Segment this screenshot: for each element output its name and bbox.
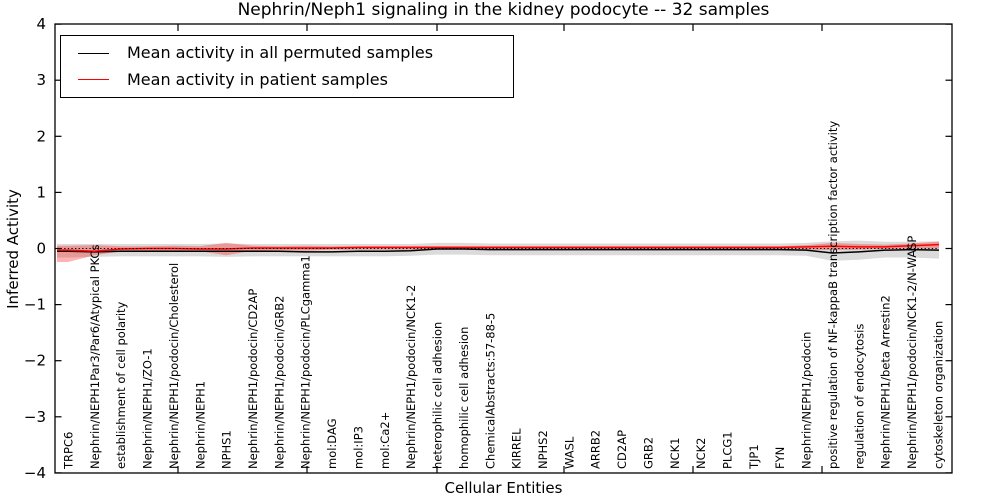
category-label: KIRREL — [510, 428, 524, 469]
category-label: NPHS2 — [536, 430, 550, 469]
category-label: Nephrin/NEPH1 — [193, 381, 207, 469]
permuted-mean-line — [57, 248, 939, 254]
permuted-confidence-band — [57, 240, 939, 261]
y-tick-label: 0 — [36, 240, 46, 258]
category-label: NPHS1 — [220, 430, 234, 469]
legend: Mean activity in all permuted samples Me… — [60, 35, 514, 98]
category-label: mol:IP3 — [351, 426, 365, 469]
category-label: regulation of endocytosis — [852, 324, 866, 469]
y-axis-label: Inferred Activity — [4, 189, 22, 309]
category-label: cytoskeleton organization — [931, 321, 945, 469]
category-label: Nephrin/NEPH1/podocin/CD2AP — [246, 289, 260, 469]
legend-entry-permuted: Mean activity in all permuted samples — [61, 44, 513, 62]
category-label: Nephrin/NEPH1/podocin/GRB2 — [272, 296, 286, 469]
category-label: Nephrin/NEPH1Par3/Par6/Atypical PKCs — [88, 245, 102, 469]
legend-entry-patient: Mean activity in patient samples — [61, 69, 513, 89]
chart-title: Nephrin/Neph1 signaling in the kidney po… — [237, 0, 770, 20]
legend-label-patient: Mean activity in patient samples — [127, 69, 388, 89]
category-label: positive regulation of NF-kappaB transcr… — [826, 121, 840, 469]
category-label: heterophilic cell adhesion — [431, 322, 445, 469]
y-tick-label: 4 — [36, 15, 46, 33]
y-tick-label: −2 — [24, 352, 46, 370]
patient-mean-line — [57, 243, 939, 253]
patient-line-swatch — [78, 79, 109, 81]
y-tick-label: 3 — [36, 71, 46, 89]
category-label: Nephrin/NEPH1/podocin/Cholesterol — [167, 263, 181, 469]
y-tick-label: 2 — [36, 127, 46, 145]
category-label: Nephrin/NEPH1/podocin/NCK1-2 — [404, 285, 418, 469]
category-label: FYN — [773, 447, 787, 469]
category-label: Nephrin/NEPH1/podocin — [800, 332, 814, 469]
y-tick-label: −1 — [24, 296, 46, 314]
category-label: PLCG1 — [721, 431, 735, 469]
legend-label-permuted: Mean activity in all permuted samples — [127, 43, 434, 63]
category-label: WASL — [562, 436, 576, 469]
category-label: Nephrin/NEPH1/ZO-1 — [141, 348, 155, 469]
category-label: ARRB2 — [589, 430, 603, 469]
category-label: mol:DAG — [325, 418, 339, 469]
y-tick-label: −4 — [24, 464, 46, 482]
category-label: TRPC6 — [62, 432, 76, 470]
x-axis-label: Cellular Entities — [444, 479, 563, 497]
category-label: homophilic cell adhesion — [457, 327, 471, 469]
y-tick-label: 1 — [36, 183, 46, 201]
category-label: NCK1 — [668, 438, 682, 470]
category-label: Nephrin/NEPH1/podocin/PLCgamma1 — [299, 255, 313, 469]
category-label: Nephrin/NEPH1/podocin/NCK1-2/N-WASP — [905, 236, 919, 469]
category-label: mol:Ca2+ — [378, 412, 392, 469]
permuted-line-swatch — [78, 52, 109, 54]
category-label: CD2AP — [615, 430, 629, 469]
category-label: establishment of cell polarity — [114, 301, 128, 469]
category-label: TJP1 — [747, 444, 761, 470]
category-label: Nephrin/NEPH1/beta Arrestin2 — [879, 295, 893, 469]
category-label: GRB2 — [641, 437, 655, 469]
y-tick-label: −3 — [24, 408, 46, 426]
category-label: NCK2 — [694, 438, 708, 470]
category-label: ChemicalAbstracts:57-88-5 — [483, 313, 497, 469]
